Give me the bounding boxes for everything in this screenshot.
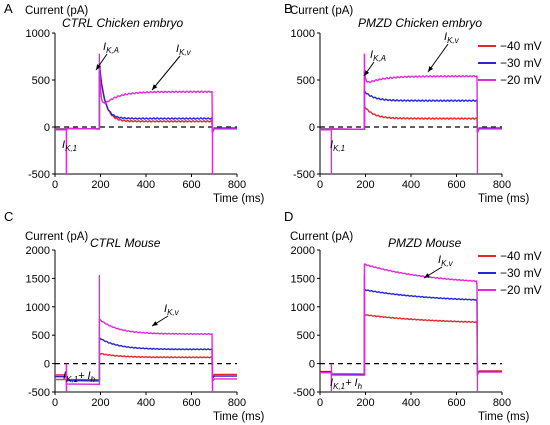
panel-title: CTRL Chicken embryo xyxy=(62,16,183,30)
annotation-arrow xyxy=(427,43,449,73)
y-tick-label: 1500 xyxy=(291,273,315,285)
y-axis-label: Current (pA) xyxy=(290,231,353,243)
trace-m40 xyxy=(55,65,237,133)
annotation-label: IK,A xyxy=(103,41,119,55)
annotation-label: IK,v xyxy=(438,254,454,268)
x-tick-label: 600 xyxy=(182,179,200,191)
arrow-head xyxy=(96,64,102,70)
y-tick-label: 0 xyxy=(309,122,315,134)
arrow-head xyxy=(152,321,158,326)
y-tick-label: 1000 xyxy=(26,28,50,40)
annotation-label: IK,A xyxy=(370,49,386,63)
trace-m250 xyxy=(55,337,237,382)
trace-m50 xyxy=(55,63,237,133)
x-tick-label: 600 xyxy=(447,397,465,409)
x-tick-label: 0 xyxy=(317,397,323,409)
trace-m40 xyxy=(320,104,502,133)
x-axis-label: Time (ms) xyxy=(478,193,529,205)
x-tick-label: 400 xyxy=(402,397,420,409)
y-tick-label: -500 xyxy=(293,169,315,181)
x-tick-label: 800 xyxy=(228,179,246,191)
annotation-label: IK,1+ Ih xyxy=(63,370,96,384)
x-tick-label: 400 xyxy=(137,397,155,409)
trace-m50 xyxy=(320,71,502,133)
x-axis-label: Time (ms) xyxy=(213,411,264,423)
x-tick-label: 0 xyxy=(52,397,58,409)
y-tick-label: 0 xyxy=(44,359,50,371)
trace-m160 xyxy=(320,313,502,376)
y-tick-label: 2000 xyxy=(26,245,50,257)
trace-m220 xyxy=(55,352,237,381)
x-tick-label: 800 xyxy=(228,397,246,409)
y-tick-label: 500 xyxy=(297,330,315,342)
y-tick-label: 1000 xyxy=(291,28,315,40)
annotation-label: IK,v xyxy=(164,303,180,317)
arrow-head xyxy=(424,273,430,278)
annotation-label: IK,1+ Ih xyxy=(330,377,363,391)
legend-label: −30 mV xyxy=(500,266,542,280)
annotation-label: IK,v xyxy=(444,31,460,45)
panel-letter: A xyxy=(4,1,13,16)
annotation-label: IK,1 xyxy=(62,139,77,153)
y-axis-label: Current (pA) xyxy=(290,5,353,17)
y-tick-label: 500 xyxy=(32,75,50,87)
x-tick-label: 0 xyxy=(52,179,58,191)
y-tick-label: -500 xyxy=(28,387,50,399)
arrow-head xyxy=(152,84,158,90)
y-tick-label: 0 xyxy=(309,359,315,371)
x-tick-label: 0 xyxy=(317,179,323,191)
panel-letter: D xyxy=(284,209,293,224)
trace-m300 xyxy=(55,318,237,386)
legend-label: −20 mV xyxy=(500,283,542,297)
x-tick-label: 600 xyxy=(182,397,200,409)
legend-label: −30 mV xyxy=(500,56,542,70)
annotation-arrow xyxy=(151,55,181,91)
y-tick-label: -500 xyxy=(28,169,50,181)
panel-title: PMZD Chicken embryo xyxy=(358,16,482,30)
legend-label: −40 mV xyxy=(500,249,542,263)
x-tick-label: 200 xyxy=(356,179,374,191)
trace-m180 xyxy=(320,263,502,377)
x-tick-label: 200 xyxy=(91,179,109,191)
panel-title: CTRL Mouse xyxy=(90,236,161,250)
y-tick-label: 2000 xyxy=(291,245,315,257)
y-tick-label: 0 xyxy=(44,122,50,134)
panel-letter: B xyxy=(284,1,293,16)
x-tick-label: 200 xyxy=(91,397,109,409)
annotation-label: IK,v xyxy=(176,43,192,57)
arrow-head xyxy=(428,66,434,72)
panel-letter: C xyxy=(4,209,13,224)
trace-m170 xyxy=(320,288,502,376)
y-tick-label: 1000 xyxy=(26,302,50,314)
x-tick-label: 400 xyxy=(402,179,420,191)
x-tick-label: 800 xyxy=(493,179,511,191)
x-tick-label: 400 xyxy=(137,179,155,191)
trace-m45 xyxy=(55,63,237,133)
y-tick-label: 1500 xyxy=(26,273,50,285)
annotation-label: IK,1 xyxy=(330,139,345,153)
y-tick-label: 500 xyxy=(32,330,50,342)
y-tick-label: 1000 xyxy=(291,302,315,314)
y-tick-label: 500 xyxy=(297,75,315,87)
legend-label: −40 mV xyxy=(500,39,542,53)
y-tick-label: -500 xyxy=(293,387,315,399)
arrow-head xyxy=(364,70,370,76)
y-axis-label: Current (pA) xyxy=(25,5,88,17)
legend-label: −20 mV xyxy=(500,73,542,87)
trace-m45 xyxy=(320,89,502,133)
panel-title: PMZD Mouse xyxy=(388,236,462,250)
x-tick-label: 200 xyxy=(356,397,374,409)
x-tick-label: 800 xyxy=(493,397,511,409)
x-axis-label: Time (ms) xyxy=(213,193,264,205)
x-axis-label: Time (ms) xyxy=(478,411,529,423)
x-tick-label: 600 xyxy=(447,179,465,191)
y-axis-label: Current (pA) xyxy=(25,231,88,243)
